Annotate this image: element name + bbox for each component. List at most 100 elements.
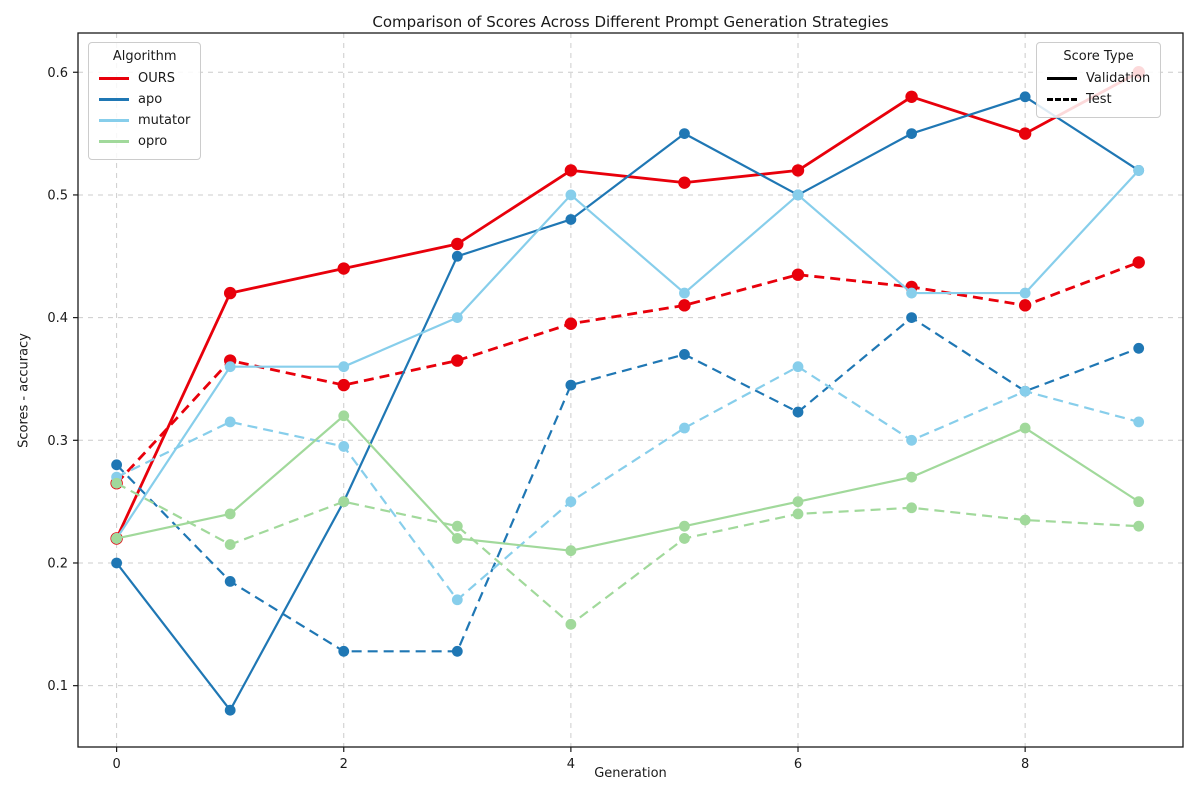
data-point-apo-validation — [679, 128, 690, 139]
legend-line-swatch — [99, 119, 129, 122]
y-tick-label: 0.4 — [47, 311, 68, 326]
data-point-opro-validation — [906, 471, 917, 483]
legend-score-type-title: Score Type — [1063, 49, 1134, 64]
data-point-opro-validation — [451, 533, 463, 544]
legend-item-label: mutator — [138, 113, 191, 128]
series-line-OURS-test — [115, 261, 1140, 485]
data-point-OURS-validation — [564, 164, 578, 177]
y-tick-label: 0.5 — [47, 188, 68, 203]
data-point-apo-test — [338, 645, 350, 657]
data-point-OURS-test — [1018, 299, 1032, 312]
data-point-opro-test — [565, 618, 577, 630]
data-point-OURS-test — [678, 299, 691, 312]
data-point-apo-test — [1133, 342, 1145, 354]
data-point-mutator-test — [906, 434, 917, 446]
x-tick-label: 6 — [794, 757, 802, 772]
data-point-mutator-validation — [1019, 287, 1031, 299]
legend-line-swatch — [99, 98, 129, 101]
legend-item-test: Test — [1047, 89, 1150, 110]
data-point-OURS-test — [564, 317, 578, 330]
data-point-mutator-validation — [792, 189, 804, 201]
legend-item-ours: OURS — [99, 68, 190, 89]
data-point-opro-validation — [224, 508, 236, 520]
series-line-apo-test — [115, 316, 1140, 653]
data-point-apo-test — [224, 575, 236, 587]
data-point-mutator-validation — [1133, 165, 1145, 176]
data-point-opro-validation — [679, 520, 690, 532]
legend-score-type: Score Type Validation Test — [1036, 42, 1162, 118]
data-point-opro-validation — [1133, 496, 1145, 508]
data-point-opro-validation — [565, 545, 577, 557]
series-line-opro-test — [116, 482, 1139, 626]
data-point-apo-validation — [451, 250, 463, 262]
legend-line-swatch — [99, 140, 129, 143]
series-line-apo-validation — [115, 95, 1140, 712]
legend-item-validation: Validation — [1047, 68, 1150, 89]
data-point-mutator-test — [792, 361, 804, 373]
data-point-mutator-validation — [338, 361, 350, 373]
data-point-mutator-validation — [906, 287, 917, 299]
series-line-opro-validation — [116, 414, 1140, 552]
data-point-mutator-test — [451, 594, 463, 606]
plot-border — [77, 32, 1184, 748]
data-point-apo-validation — [565, 214, 577, 225]
data-point-mutator-validation — [565, 189, 577, 201]
data-point-OURS-validation — [337, 262, 350, 275]
data-point-apo-test — [451, 645, 463, 657]
data-point-apo-validation — [111, 557, 123, 569]
legend-item-apo: apo — [99, 89, 190, 110]
data-point-opro-test — [1133, 520, 1145, 532]
data-point-apo-validation — [224, 704, 236, 716]
legend-item-label: Test — [1086, 92, 1112, 107]
data-point-mutator-validation — [679, 287, 690, 299]
data-point-apo-validation — [1019, 91, 1031, 103]
data-point-opro-test — [338, 496, 350, 508]
x-tick-label: 4 — [567, 757, 575, 772]
data-point-mutator-test — [565, 496, 577, 508]
data-point-opro-test — [1019, 514, 1031, 526]
legend-line-swatch — [1047, 77, 1077, 80]
data-point-OURS-validation — [223, 286, 237, 300]
y-axis-label: Scores - accuracy — [16, 333, 32, 448]
legend-item-mutator: mutator — [99, 110, 190, 131]
data-point-opro-test — [679, 533, 690, 544]
legend-algorithm-items: OURS apo mutator opro — [99, 68, 190, 152]
legend-line-swatch — [99, 77, 129, 80]
series-line-OURS-validation — [115, 71, 1140, 540]
data-point-OURS-validation — [905, 90, 918, 103]
y-tick-label: 0.1 — [47, 679, 68, 694]
series-line-mutator-test — [116, 365, 1139, 601]
legend-item-opro: opro — [99, 131, 190, 152]
legend-algorithm-title: Algorithm — [112, 49, 177, 64]
data-point-opro-test — [111, 477, 123, 489]
data-point-OURS-validation — [1018, 127, 1032, 140]
data-point-opro-validation — [792, 496, 804, 508]
x-axis-label: Generation — [594, 766, 667, 781]
y-tick-label: 0.3 — [47, 434, 68, 449]
data-point-mutator-validation — [224, 361, 236, 373]
x-tick-label: 0 — [112, 757, 120, 772]
data-point-apo-validation — [906, 128, 917, 139]
chart-title: Comparison of Scores Across Different Pr… — [372, 13, 889, 31]
legend-algorithm: Algorithm OURS apo mutator opro — [88, 42, 202, 160]
data-point-OURS-test — [337, 378, 350, 392]
data-point-mutator-validation — [451, 312, 463, 324]
data-point-mutator-test — [679, 422, 690, 434]
legend-item-label: OURS — [138, 71, 176, 86]
data-point-opro-test — [224, 539, 236, 550]
legend-item-label: apo — [138, 92, 163, 107]
legend-item-label: Validation — [1086, 71, 1151, 86]
y-tick-label: 0.2 — [47, 556, 68, 571]
data-point-OURS-validation — [791, 164, 805, 177]
data-point-mutator-test — [224, 416, 236, 428]
y-tick-label: 0.6 — [47, 66, 68, 81]
data-point-opro-validation — [1019, 422, 1031, 434]
x-tick-label: 8 — [1021, 757, 1029, 772]
data-point-mutator-test — [1133, 416, 1145, 428]
data-point-OURS-validation — [678, 176, 691, 189]
legend-item-label: opro — [138, 134, 168, 149]
data-point-opro-test — [906, 502, 917, 514]
